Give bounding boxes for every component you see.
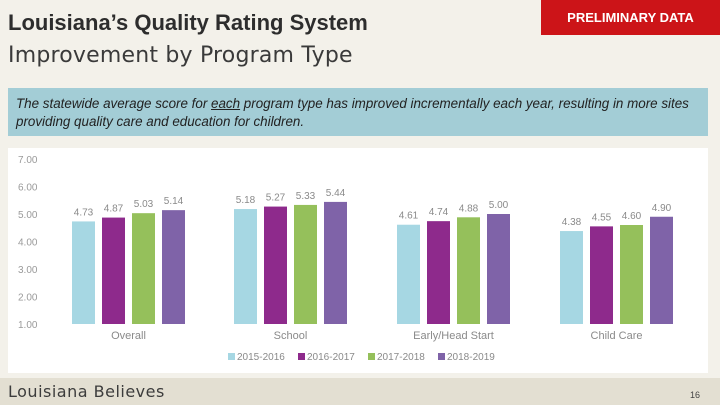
y-tick-label: 7.00 [18,155,38,166]
bar-value-label: 4.38 [562,217,582,228]
bar-value-label: 5.14 [164,196,184,207]
bar-value-label: 4.88 [459,203,479,214]
bar-value-label: 4.74 [429,207,449,218]
page-number: 16 [690,390,701,400]
bar-value-label: 4.61 [399,211,419,222]
bar [294,204,317,324]
bar [397,224,420,324]
callout-text-start: The statewide average score for [16,96,212,111]
bar-value-label: 5.44 [326,188,346,199]
bar-chart: 7.00 6.00 5.00 4.00 3.00 2.00 1.00 4.73 5.18 4.61… [18,155,673,363]
bar [427,221,450,324]
bar [72,221,95,324]
bar [457,217,480,324]
bar [650,216,673,324]
x-category-label: Overall [111,330,146,342]
bar [234,209,257,324]
bar-value-label: 4.90 [652,203,672,214]
legend-swatch [368,353,375,360]
callout-emphasis: each [211,96,241,111]
footer-bar [0,378,720,405]
y-tick-label: 3.00 [18,265,38,276]
y-tick-label: 6.00 [18,183,38,194]
bar [162,210,185,324]
page-title: Louisiana’s Quality Rating System [8,10,368,35]
chart-panel: 7.00 6.00 5.00 4.00 3.00 2.00 1.00 4.73 5.18 4.61… [8,148,708,373]
legend-swatch [298,353,305,360]
callout-text-end: program type has improved incrementally … [16,96,689,130]
x-category-label: Child Care [591,330,643,342]
bar-value-label: 5.03 [134,199,154,210]
bar [264,206,287,324]
bar [102,217,125,324]
bar-value-label: 4.55 [592,212,612,223]
louisiana-believes-logo: Louisiana Believes [8,382,165,401]
bar-value-label: 5.33 [296,191,316,202]
y-tick-label: 4.00 [18,238,38,249]
bar [560,231,583,324]
bar [324,201,347,324]
page-subtitle: Improvement by Program Type [8,43,353,68]
legend-swatch [438,353,445,360]
legend-label: 2018-2019 [447,352,495,363]
bar [620,225,643,324]
legend-swatch [228,353,235,360]
bar-value-label: 4.73 [74,207,94,218]
y-tick-label: 5.00 [18,210,38,221]
bar [590,226,613,324]
x-category-label: Early/Head Start [413,330,494,342]
summary-callout: The statewide average score for each pro… [8,88,708,136]
legend-label: 2017-2018 [377,352,425,363]
y-tick-label: 2.00 [18,293,38,304]
legend-label: 2016-2017 [307,352,355,363]
bar-value-label: 4.87 [104,204,124,215]
bar [132,213,155,324]
legend-label: 2015-2016 [237,352,285,363]
bar [487,214,510,324]
bar-value-label: 5.27 [266,193,286,204]
bar-value-label: 4.60 [622,211,642,222]
y-tick-label: 1.00 [18,320,38,331]
bar-value-label: 5.18 [236,195,256,206]
x-category-label: School [274,330,308,342]
bar-value-label: 5.00 [489,200,509,211]
preliminary-data-badge: PRELIMINARY DATA [541,0,720,35]
